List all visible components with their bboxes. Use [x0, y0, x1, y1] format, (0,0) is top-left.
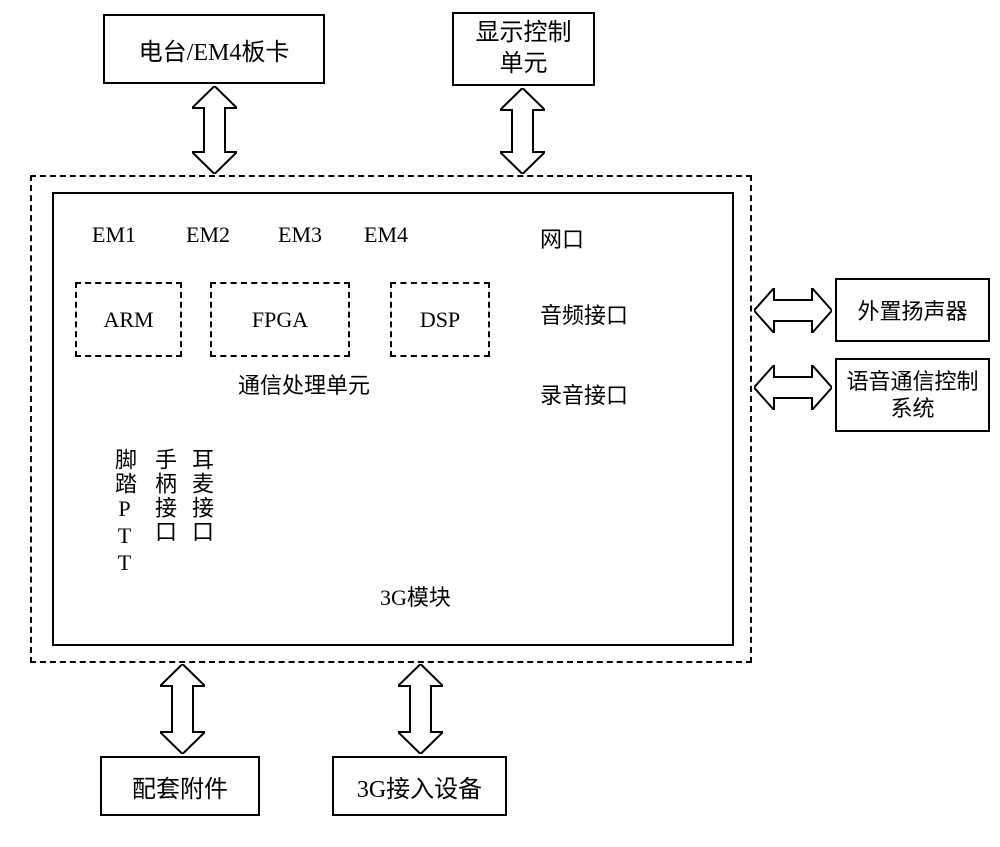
node-display-control: 显示控制 单元: [452, 12, 595, 86]
label-em2: EM2: [186, 222, 230, 248]
arrow-right-bottom: [754, 365, 832, 410]
node-3g-device: 3G接入设备: [332, 756, 507, 816]
label-em4: EM4: [364, 222, 408, 248]
chip-label: ARM: [103, 307, 153, 333]
label-cpu: 通信处理单元: [238, 368, 370, 400]
label-audio-if: 音频接口: [540, 298, 628, 330]
label-3g-module: 3G模块: [380, 580, 451, 612]
arrow-top-left: [192, 86, 237, 174]
label-em3: EM3: [278, 222, 322, 248]
main-inner-container: [52, 192, 734, 646]
label-em1: EM1: [92, 222, 136, 248]
node-external-speaker: 外置扬声器: [835, 278, 990, 342]
node-label: 3G接入设备: [357, 769, 482, 804]
chip-label: DSP: [420, 307, 460, 333]
node-accessories: 配套附件: [100, 756, 260, 816]
label-handle-if: 手柄接口: [148, 448, 180, 544]
label-netport: 网口: [540, 222, 584, 254]
chip-arm: ARM: [75, 282, 182, 357]
node-label: 语音通信控制 系统: [846, 368, 978, 423]
arrow-top-right: [500, 88, 545, 174]
node-label: 电台/EM4板卡: [139, 32, 290, 67]
chip-dsp: DSP: [390, 282, 490, 357]
chip-label: FPGA: [252, 307, 308, 333]
arrow-right-top: [754, 288, 832, 333]
node-radio-em4: 电台/EM4板卡: [103, 14, 325, 84]
node-label: 配套附件: [132, 769, 228, 804]
node-voice-comm-system: 语音通信控制 系统: [835, 358, 990, 432]
label-record-if: 录音接口: [540, 378, 628, 410]
label-foot-ptt: 脚踏PTT: [108, 448, 140, 577]
arrow-bottom-left: [160, 664, 205, 754]
node-label: 显示控制 单元: [476, 18, 572, 80]
chip-fpga: FPGA: [210, 282, 350, 357]
node-label: 外置扬声器: [857, 294, 967, 326]
arrow-bottom-right: [398, 664, 443, 754]
label-earmic-if: 耳麦接口: [185, 448, 217, 544]
